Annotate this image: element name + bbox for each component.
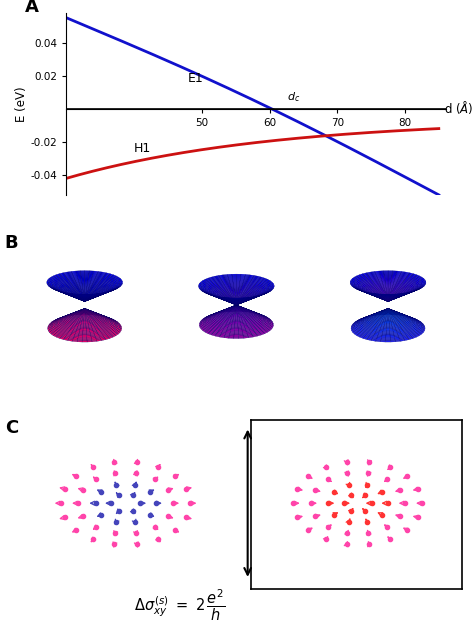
Text: d ($\AA$): d ($\AA$)	[444, 98, 474, 116]
Text: $d_c$: $d_c$	[287, 90, 300, 104]
Text: E1: E1	[188, 72, 204, 86]
Text: A: A	[25, 0, 38, 16]
Y-axis label: E (eV): E (eV)	[15, 86, 28, 121]
Text: $\Delta\sigma_{xy}^{(s)}\ =\ 2\,\dfrac{e^2}{h}$: $\Delta\sigma_{xy}^{(s)}\ =\ 2\,\dfrac{e…	[134, 588, 226, 623]
Text: B: B	[5, 234, 18, 252]
Text: H1: H1	[134, 142, 151, 155]
Text: C: C	[5, 419, 18, 438]
